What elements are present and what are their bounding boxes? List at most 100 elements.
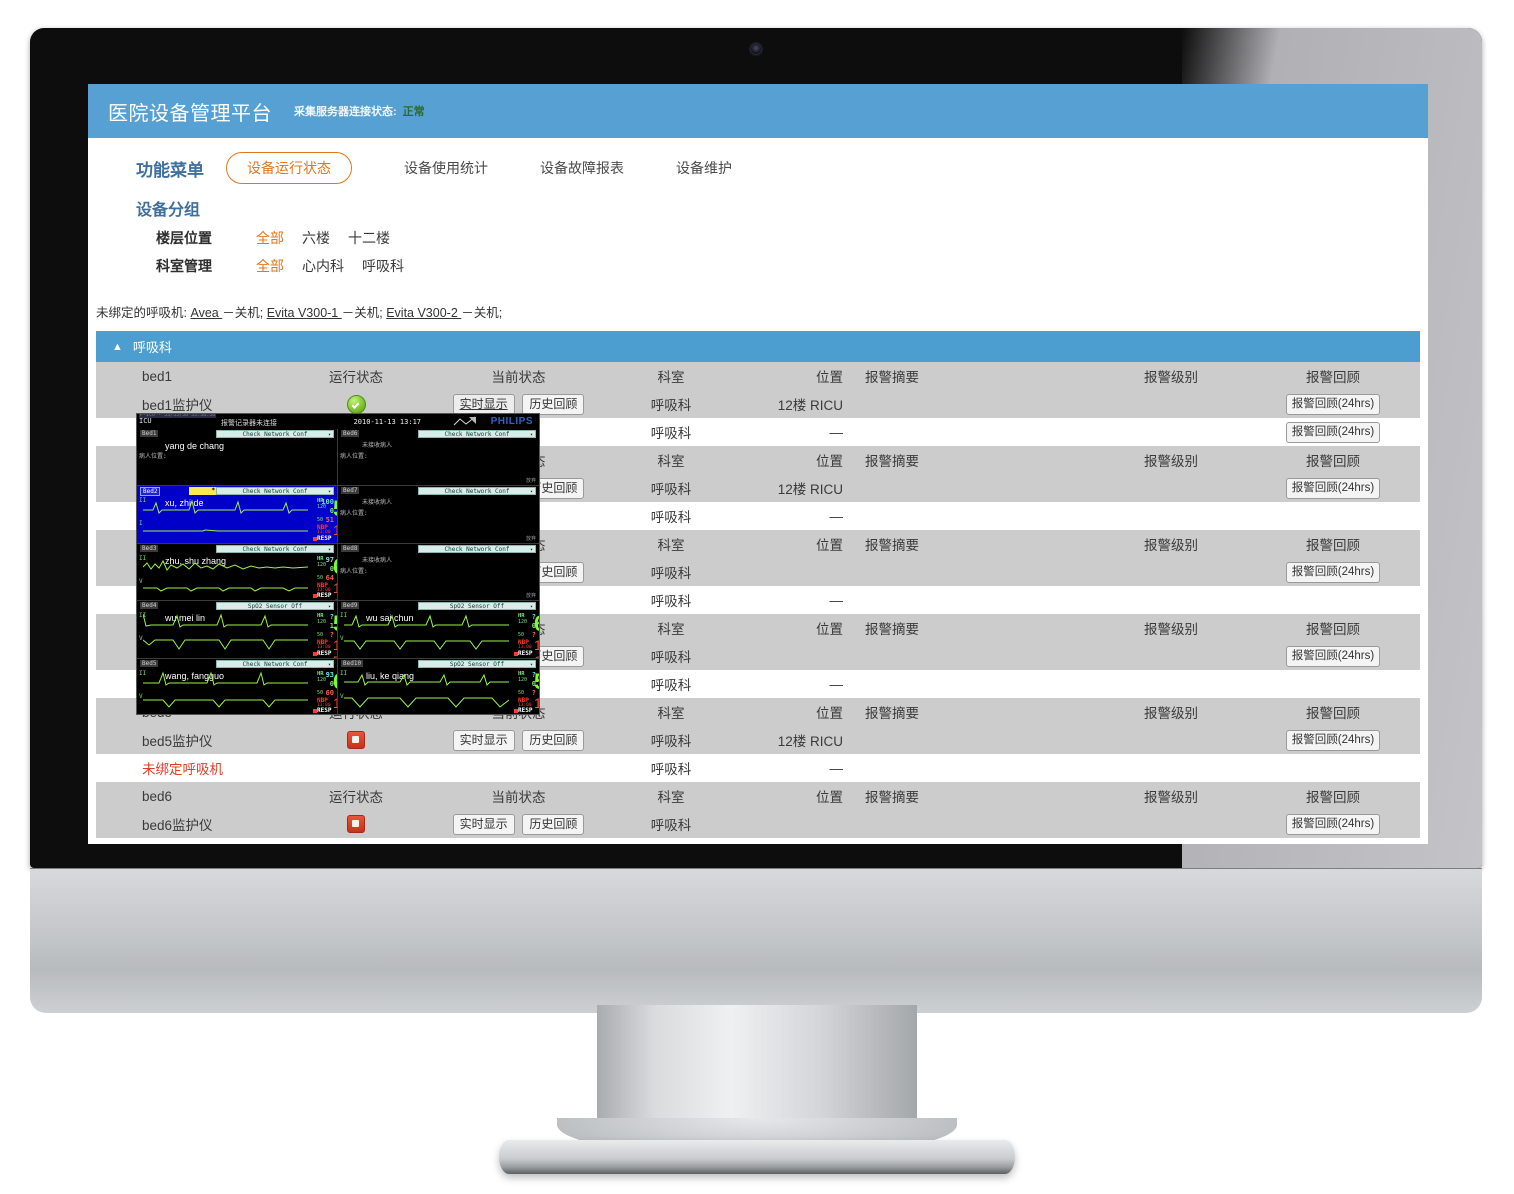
- tile-hr-low-limit: 50: [317, 574, 324, 581]
- bed-tile[interactable]: Bed10 SpO2 Sensor Off ▾ liu, ke qiang II …: [338, 658, 539, 714]
- tile-conf-dropdown[interactable]: SpO2 Sensor Off ▾: [418, 602, 536, 611]
- col-alarm-level: 报警级别: [1144, 370, 1198, 385]
- table-row: bed6监护仪 实时显示 历史回顾 呼吸科 报警回顾(24hrs): [96, 810, 1420, 838]
- col-alarm-review: 报警回顾: [1306, 706, 1360, 721]
- tile-resp-label: RESP: [317, 649, 332, 657]
- tile-conf-dropdown[interactable]: Check Network Conf ▾: [216, 544, 334, 553]
- filter-floor-12f[interactable]: 十二楼: [348, 230, 390, 246]
- filter-floor-all[interactable]: 全部: [256, 230, 284, 246]
- tab-device-maintenance[interactable]: 设备维护: [676, 160, 732, 176]
- dept-cell: 呼吸科: [650, 482, 692, 497]
- filter-dept-respiratory[interactable]: 呼吸科: [362, 258, 404, 274]
- bed-id: bed1: [142, 368, 173, 384]
- bed-id: bed6: [142, 788, 173, 804]
- ecg-waveform-secondary: [344, 640, 509, 651]
- tile-conf-dropdown[interactable]: Check Network Conf ▾: [418, 487, 536, 496]
- tile-resp-label: RESP: [317, 534, 332, 542]
- tile-spo2-value: 93: [325, 670, 334, 679]
- tab-device-usage-stats[interactable]: 设备使用统计: [404, 160, 488, 176]
- col-alarm-summary: 报警摘要: [865, 370, 919, 385]
- realtime-display-button[interactable]: 实时显示: [452, 729, 515, 751]
- tile-conf-dropdown[interactable]: Check Network Conf ▾: [216, 659, 334, 668]
- alarm-review-24h-button[interactable]: 报警回顾(24hrs): [1285, 729, 1381, 751]
- tile-bed-label: Bed10: [341, 659, 364, 667]
- tile-lead2-label: V: [139, 577, 143, 585]
- tile-hr-low-limit: 50: [518, 689, 525, 696]
- tile-hr-label: HR: [317, 670, 324, 677]
- filter-dept-all[interactable]: 全部: [256, 258, 284, 274]
- history-review-button[interactable]: 历史回顾: [522, 729, 585, 751]
- unbound-vent-link-avea[interactable]: Avea: [190, 306, 223, 320]
- location-cell: 12楼 RICU: [777, 398, 843, 413]
- bed-tile[interactable]: Bed7 Check Network Conf ▾ 未接收病人 病人位置: 放弃: [338, 486, 539, 544]
- tile-pvc-value: 1: [329, 622, 334, 631]
- bed-tile[interactable]: Bed1 Check Network Conf ▾ yang de chang 病…: [137, 429, 337, 487]
- location-cell: —: [829, 592, 844, 608]
- alarm-review-24h-button[interactable]: 报警回顾(24hrs): [1285, 645, 1381, 667]
- filter-floor-6f[interactable]: 六楼: [302, 230, 330, 246]
- bed-tile[interactable]: Bed3 Check Network Conf ▾ zhu, shu zhang …: [137, 543, 337, 602]
- chevron-down-icon: ▾: [529, 489, 533, 496]
- tab-device-fault-report[interactable]: 设备故障报表: [540, 160, 624, 176]
- group-header-respiratory[interactable]: ▲ 呼吸科: [96, 331, 1420, 362]
- tile-conf-dropdown[interactable]: Check Network Conf ▾: [418, 544, 536, 553]
- tile-bed-label: Bed3: [140, 544, 159, 552]
- screen-content: 医院设备管理平台 采集服务器连接状态: 正常 功能菜单 设备运行状态 设备使用统…: [88, 84, 1428, 844]
- tab-device-run-status[interactable]: 设备运行状态: [226, 152, 352, 184]
- alarm-review-24h-button[interactable]: 报警回顾(24hrs): [1285, 421, 1381, 443]
- realtime-display-button[interactable]: 实时显示: [452, 393, 515, 415]
- tile-conf-dropdown[interactable]: Check Network Conf ▾: [216, 487, 334, 496]
- tile-lead1-label: II: [340, 612, 348, 620]
- bed-tile[interactable]: Bed2 * End Irregular HR Check Network Co…: [137, 486, 337, 544]
- bed-tile[interactable]: Bed6 Check Network Conf ▾ 未接收病人 病人位置: 放弃: [338, 429, 539, 487]
- bed-tile[interactable]: Bed5 Check Network Conf ▾ wang, fangguo I…: [137, 658, 337, 714]
- location-cell: —: [829, 676, 844, 692]
- alarm-review-cell: 报警回顾(24hrs): [1246, 421, 1420, 443]
- realtime-display-button[interactable]: 实时显示: [452, 813, 515, 835]
- tile-lead1-label: II: [139, 497, 147, 505]
- tile-patient-name: wang, fangguo: [165, 670, 225, 681]
- collapse-caret-icon[interactable]: ▲: [112, 340, 123, 353]
- col-dept: 科室: [657, 622, 685, 637]
- tile-discharge-label[interactable]: 放弃: [525, 478, 536, 485]
- tile-hr-value: 58: [333, 613, 337, 635]
- col-dept: 科室: [657, 706, 685, 721]
- tile-spo2-value: ?: [531, 613, 536, 622]
- tile-nbp-value: 150/ 82(101): [534, 695, 539, 714]
- tile-conf-dropdown[interactable]: SpO2 Sensor Off ▾: [418, 659, 536, 668]
- server-status-label: 采集服务器连接状态:: [294, 106, 397, 118]
- bed-tile[interactable]: Bed9 SpO2 Sensor Off ▾ wu sai chun II V H…: [338, 601, 539, 659]
- function-menu-area: 功能菜单 设备运行状态 设备使用统计 设备故障报表 设备维护 设备分组 楼层位置…: [88, 138, 1428, 276]
- dept-cell: 呼吸科: [650, 594, 692, 609]
- filter-dept-cardiology[interactable]: 心内科: [302, 258, 344, 274]
- ecg-waveform: [143, 559, 308, 571]
- tile-conf-dropdown[interactable]: SpO2 Sensor Off ▾: [216, 602, 334, 611]
- unbound-vent-link-evita1[interactable]: Evita V300-1: [266, 306, 342, 320]
- tile-nbp-label: NBP: [518, 696, 529, 704]
- app-header: 医院设备管理平台 采集服务器连接状态: 正常: [88, 84, 1428, 138]
- alarm-review-24h-button[interactable]: 报警回顾(24hrs): [1285, 561, 1381, 583]
- tile-conf-dropdown[interactable]: Check Network Conf ▾: [216, 430, 334, 438]
- group-header-label: 呼吸科: [132, 340, 172, 355]
- tile-conf-dropdown[interactable]: Check Network Conf ▾: [418, 430, 536, 438]
- tile-hr-high-limit: 120: [317, 619, 327, 626]
- tile-discharge-label[interactable]: 放弃: [525, 535, 536, 542]
- alarm-review-24h-button[interactable]: 报警回顾(24hrs): [1285, 813, 1381, 835]
- unbound-vent-link-evita2[interactable]: Evita V300-2: [386, 306, 462, 320]
- dept-cell: 呼吸科: [650, 818, 692, 833]
- tile-pvc-value: 0: [329, 507, 334, 516]
- bed-tile[interactable]: Bed4 SpO2 Sensor Off ▾ wu mei lin II V HR…: [137, 601, 337, 659]
- bed-tile[interactable]: Bed8 Check Network Conf ▾ 未接收病人 病人位置: 放弃: [338, 543, 539, 602]
- col-alarm-summary: 报警摘要: [865, 790, 919, 805]
- tile-pulse-value: 60: [325, 688, 334, 697]
- tile-discharge-label[interactable]: 放弃: [525, 593, 536, 600]
- alarm-review-24h-button[interactable]: 报警回顾(24hrs): [1285, 393, 1381, 415]
- philips-monitor-overlay[interactable]: P-ICU - 33/33/38 33:38:38 ICU 报警记录器未连接 2…: [136, 413, 540, 715]
- ecg-waveform-secondary: [143, 699, 308, 708]
- col-current-status: 当前状态: [491, 370, 546, 385]
- tile-bed-label: Bed9: [341, 602, 360, 610]
- col-run-status: 运行状态: [329, 370, 383, 385]
- history-review-button[interactable]: 历史回顾: [522, 393, 585, 415]
- history-review-button[interactable]: 历史回顾: [522, 813, 585, 835]
- alarm-review-24h-button[interactable]: 报警回顾(24hrs): [1285, 477, 1381, 499]
